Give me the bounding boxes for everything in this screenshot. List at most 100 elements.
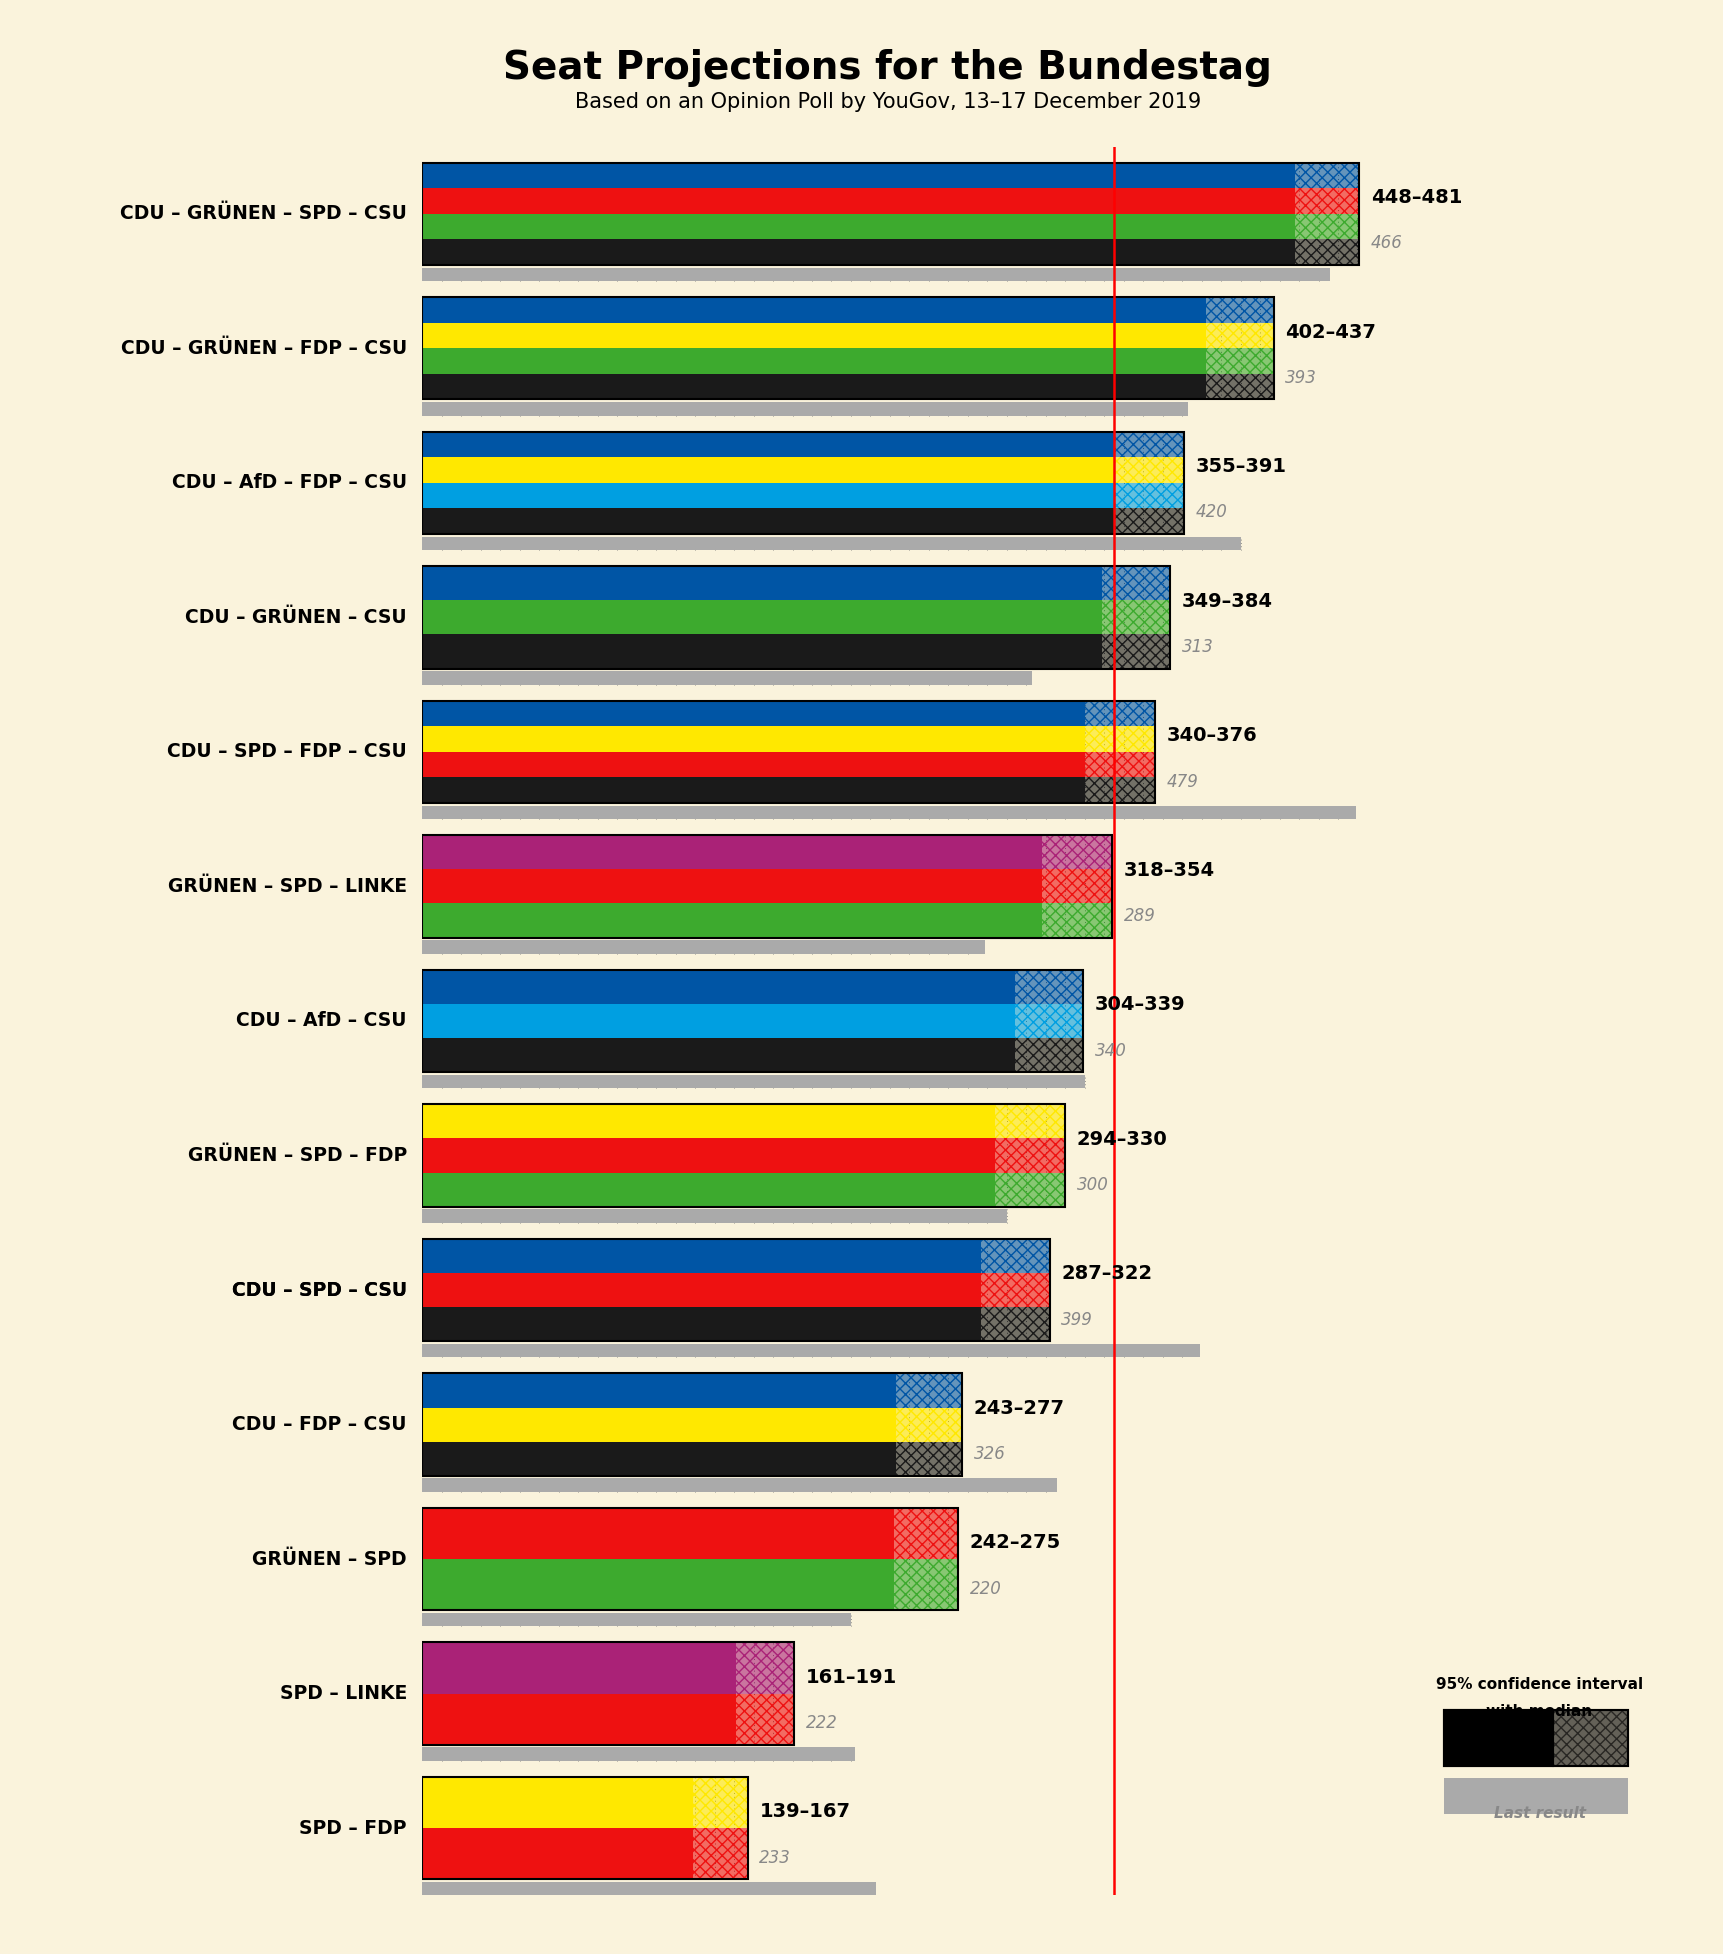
Text: CDU – SPD – FDP – CSU: CDU – SPD – FDP – CSU — [167, 743, 407, 762]
Text: 340–376: 340–376 — [1166, 727, 1256, 744]
Bar — [1294, 188, 1359, 213]
Bar — [980, 1239, 1049, 1272]
Bar — [422, 940, 986, 954]
Bar — [893, 1559, 958, 1610]
Text: GRÜNEN – SPD – LINKE: GRÜNEN – SPD – LINKE — [167, 877, 407, 897]
Bar — [980, 1307, 1049, 1340]
Text: CDU – AfD – FDP – CSU: CDU – AfD – FDP – CSU — [172, 473, 407, 492]
Bar — [1113, 508, 1184, 533]
Bar — [1084, 727, 1154, 752]
Bar — [1294, 213, 1359, 240]
Text: SPD – LINKE: SPD – LINKE — [279, 1684, 407, 1704]
Bar — [422, 162, 1359, 266]
Text: 318–354: 318–354 — [1123, 862, 1215, 879]
Bar — [422, 1239, 1049, 1340]
Text: 287–322: 287–322 — [1061, 1264, 1151, 1284]
Bar — [1041, 834, 1111, 870]
Bar — [422, 1882, 875, 1895]
Bar — [422, 969, 1082, 1073]
Bar — [422, 805, 1354, 819]
Bar — [1113, 457, 1184, 483]
Bar — [422, 903, 1041, 938]
Bar — [893, 1508, 958, 1559]
Text: GRÜNEN – SPD – FDP: GRÜNEN – SPD – FDP — [188, 1145, 407, 1165]
Bar — [1015, 1038, 1082, 1073]
Bar — [422, 537, 1241, 551]
Bar — [422, 1272, 980, 1307]
Bar — [422, 701, 1084, 727]
Bar — [1084, 752, 1154, 778]
Bar — [422, 1139, 994, 1172]
Bar — [422, 403, 1187, 416]
Text: 402–437: 402–437 — [1285, 322, 1375, 342]
Bar — [693, 1829, 748, 1880]
Bar — [422, 1479, 1056, 1491]
Bar — [422, 1612, 851, 1626]
Bar — [1204, 297, 1273, 322]
Bar — [422, 348, 1204, 373]
Bar — [422, 1829, 693, 1880]
Bar — [1015, 969, 1082, 1004]
Bar — [994, 1172, 1065, 1208]
Bar — [1442, 1710, 1552, 1766]
Bar — [1204, 322, 1273, 348]
Text: Based on an Opinion Poll by YouGov, 13–17 December 2019: Based on an Opinion Poll by YouGov, 13–1… — [574, 92, 1201, 111]
Bar — [422, 1239, 980, 1272]
Bar — [896, 1442, 961, 1475]
Bar — [1294, 240, 1359, 266]
Bar — [422, 1210, 1006, 1223]
Text: CDU – FDP – CSU: CDU – FDP – CSU — [233, 1415, 407, 1434]
Bar — [1101, 600, 1170, 635]
Bar — [422, 727, 1084, 752]
Bar — [422, 567, 1170, 668]
Bar — [1113, 483, 1184, 508]
Bar — [1442, 1710, 1627, 1766]
Bar — [1113, 457, 1184, 483]
Bar — [893, 1559, 958, 1610]
Text: CDU – SPD – CSU: CDU – SPD – CSU — [231, 1280, 407, 1299]
Bar — [1015, 1004, 1082, 1038]
Text: 355–391: 355–391 — [1196, 457, 1285, 477]
Text: 313: 313 — [1182, 639, 1213, 657]
Bar — [1084, 701, 1154, 727]
Bar — [980, 1239, 1049, 1272]
Bar — [1204, 348, 1273, 373]
Bar — [1041, 903, 1111, 938]
Bar — [980, 1272, 1049, 1307]
Text: 222: 222 — [806, 1714, 837, 1731]
Text: 300: 300 — [1077, 1176, 1108, 1194]
Bar — [422, 752, 1084, 778]
Bar — [1041, 903, 1111, 938]
Bar — [422, 1307, 980, 1340]
Bar — [896, 1407, 961, 1442]
Bar — [736, 1643, 794, 1694]
Bar — [1294, 213, 1359, 240]
Bar — [1084, 701, 1154, 727]
Bar — [994, 1139, 1065, 1172]
Bar — [422, 635, 1101, 668]
Bar — [736, 1643, 794, 1694]
Bar — [422, 1104, 994, 1139]
Bar — [1041, 870, 1111, 903]
Text: with median: with median — [1485, 1704, 1592, 1720]
Bar — [1442, 1778, 1627, 1813]
Bar — [422, 670, 1032, 684]
Bar — [1101, 600, 1170, 635]
Bar — [1101, 567, 1170, 600]
Bar — [422, 1643, 794, 1745]
Bar — [1204, 297, 1273, 322]
Text: 420: 420 — [1196, 504, 1227, 522]
Text: 243–277: 243–277 — [973, 1399, 1065, 1419]
Bar — [994, 1104, 1065, 1139]
Bar — [896, 1442, 961, 1475]
Text: SPD – FDP: SPD – FDP — [300, 1819, 407, 1837]
Bar — [422, 297, 1273, 399]
Bar — [422, 567, 1101, 600]
Text: 304–339: 304–339 — [1094, 995, 1184, 1014]
Text: 220: 220 — [970, 1579, 1001, 1598]
Bar — [736, 1694, 794, 1745]
Text: 233: 233 — [758, 1848, 791, 1866]
Text: 289: 289 — [1123, 907, 1154, 924]
Text: 326: 326 — [973, 1446, 1005, 1464]
Bar — [422, 322, 1204, 348]
